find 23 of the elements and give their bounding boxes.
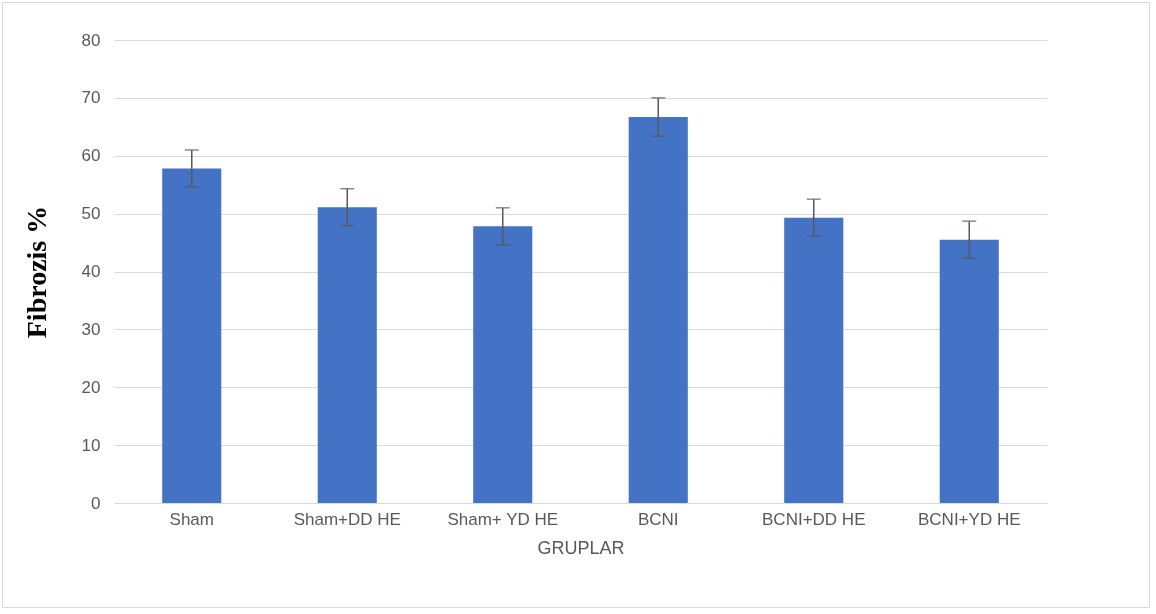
y-tick-label: 40 bbox=[81, 262, 101, 281]
y-tick-label: 10 bbox=[81, 435, 101, 455]
bar bbox=[162, 168, 222, 503]
y-tick-label: 20 bbox=[81, 377, 101, 397]
y-tick-label: 50 bbox=[81, 204, 101, 224]
bar bbox=[784, 217, 844, 503]
x-tick-label: BCNI+YD HE bbox=[918, 509, 1021, 529]
x-tick-label: Sham+DD HE bbox=[293, 509, 401, 529]
bar bbox=[939, 239, 999, 503]
y-tick-label: 30 bbox=[81, 319, 101, 339]
x-tick-label: Sham bbox=[169, 509, 214, 529]
bar bbox=[473, 226, 533, 503]
x-tick-label: Sham+ YD HE bbox=[447, 509, 559, 529]
bar bbox=[628, 116, 688, 503]
x-tick-label: BCNI bbox=[637, 509, 679, 529]
x-tick-label: BCNI+DD HE bbox=[762, 509, 866, 529]
x-axis-title: GRUPLAR bbox=[537, 537, 625, 558]
y-tick-label: 60 bbox=[81, 146, 101, 166]
y-tick-label: 80 bbox=[81, 30, 101, 50]
y-tick-label: 0 bbox=[91, 493, 101, 513]
bar bbox=[317, 207, 377, 503]
y-axis-title: Fibrozis % bbox=[20, 205, 52, 339]
y-tick-label: 70 bbox=[81, 88, 101, 108]
